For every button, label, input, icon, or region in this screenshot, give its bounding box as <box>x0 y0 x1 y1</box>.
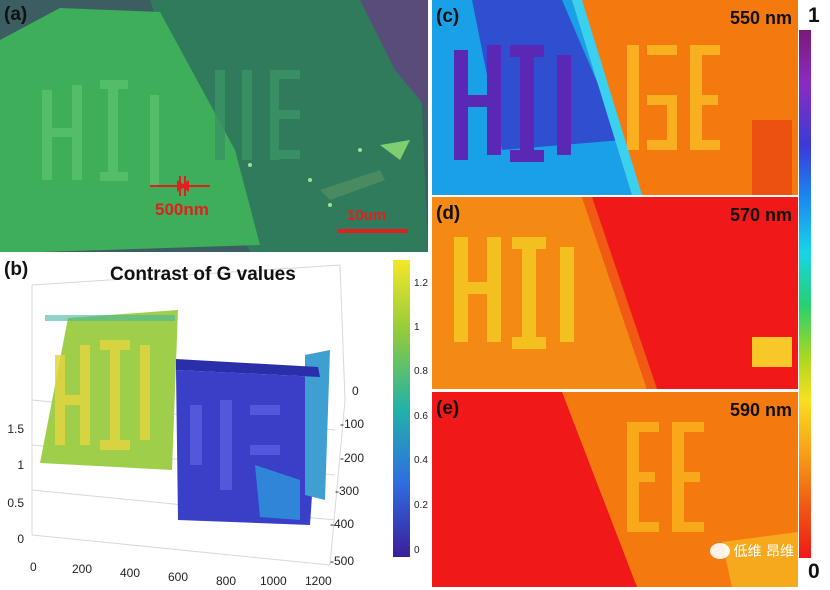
panel-a-optical-image: (a) 500nm 10um <box>0 0 428 252</box>
panel-c-label: (c) <box>436 6 460 27</box>
colorbar-bottom-label: 0 <box>808 560 820 583</box>
panel-d-label: (d) <box>436 203 461 224</box>
y-tick: 0 <box>352 384 359 398</box>
z-tick: 1 <box>17 458 24 472</box>
surface-plot-graphic: 0 200 400 600 800 1000 1200 1.5 1 0.5 0 … <box>7 260 428 588</box>
watermark-text: 低维 昂维 <box>733 544 794 560</box>
optical-image-graphic <box>0 0 428 252</box>
y-tick: -200 <box>340 451 364 465</box>
y-tick: -400 <box>330 517 354 531</box>
cbar-tick: 0.4 <box>414 455 428 466</box>
map-e-graphic <box>432 392 798 587</box>
y-tick: -300 <box>335 484 359 498</box>
x-tick: 200 <box>72 562 92 576</box>
map-d-graphic <box>432 197 798 389</box>
x-tick: 1000 <box>260 574 287 588</box>
panel-b-surface-plot: 0 200 400 600 800 1000 1200 1.5 1 0.5 0 … <box>0 255 428 590</box>
jet-colorbar <box>799 30 811 558</box>
colorbar-top-label: 1 <box>808 4 820 27</box>
y-tick: -100 <box>340 417 364 431</box>
panel-e-label: (e) <box>436 398 460 419</box>
panel-c-wavelength: 550 nm <box>729 8 792 28</box>
x-tick: 800 <box>216 574 236 588</box>
colorbar-b <box>393 260 410 557</box>
cbar-tick: 0.6 <box>414 411 428 422</box>
x-tick: 1200 <box>305 574 332 588</box>
z-tick: 0.5 <box>7 496 24 510</box>
x-tick: 600 <box>168 570 188 584</box>
cbar-tick: 0.8 <box>414 366 428 377</box>
watermark: 低维 昂维 <box>709 541 794 561</box>
cbar-tick: 1 <box>414 322 420 333</box>
x-tick: 400 <box>120 566 140 580</box>
cbar-tick: 0.2 <box>414 500 428 511</box>
wechat-icon <box>709 543 730 559</box>
scalebar-label: 10um <box>347 207 387 224</box>
panel-d-map: (d) 570 nm <box>432 197 798 389</box>
x-tick: 0 <box>30 560 37 574</box>
measure-label: 500nm <box>155 200 209 219</box>
cbar-tick: 0 <box>414 545 420 556</box>
panel-b-title: Contrast of G values <box>110 264 296 285</box>
z-tick: 1.5 <box>7 422 24 436</box>
panel-a-label: (a) <box>4 4 28 25</box>
scale-bar <box>338 229 408 233</box>
map-c-graphic <box>432 0 798 195</box>
panel-c-map: (c) 550 nm <box>432 0 798 195</box>
cbar-tick: 1.2 <box>414 278 428 289</box>
panel-b-label: (b) <box>4 259 29 280</box>
z-tick: 0 <box>17 532 24 546</box>
panel-e-map: (e) 590 nm 低维 昂维 <box>432 392 798 587</box>
panel-e-wavelength: 590 nm <box>729 400 792 420</box>
panel-d-wavelength: 570 nm <box>729 205 792 225</box>
measure-arrows <box>150 176 210 196</box>
y-tick: -500 <box>330 554 354 568</box>
